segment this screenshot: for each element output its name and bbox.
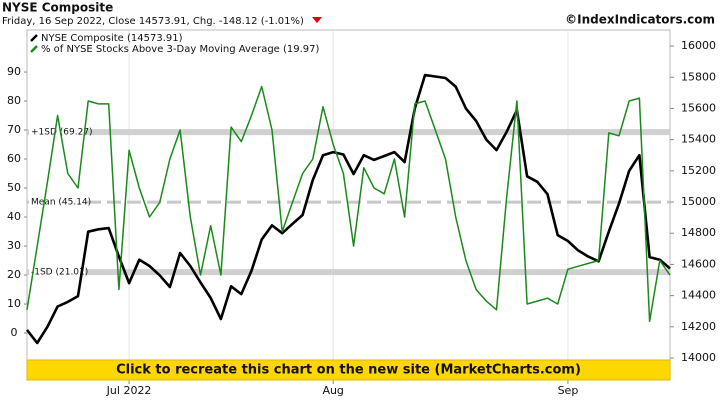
y2-tick-label: 15400 — [681, 133, 716, 146]
y-tick-label: 80 — [7, 94, 21, 107]
y-tick-label: 20 — [7, 268, 21, 281]
y-tick-label: 90 — [7, 65, 21, 78]
legend-swatch — [30, 45, 38, 53]
legend-label: % of NYSE Stocks Above 3-Day Moving Aver… — [41, 44, 320, 55]
chart-title: NYSE Composite — [2, 1, 113, 15]
y2-tick-label: 14800 — [681, 226, 716, 239]
x-tick-label: Sep — [558, 384, 579, 397]
y-tick-label: 40 — [7, 210, 21, 223]
y2-tick-label: 15600 — [681, 101, 716, 114]
y2-tick-label: 14400 — [681, 289, 716, 302]
banner — [26, 359, 671, 381]
y2-tick-label: 16000 — [681, 39, 716, 52]
legend-swatch — [30, 34, 38, 42]
series-line — [25, 73, 671, 345]
y-tick-label: 60 — [7, 152, 21, 165]
y-tick-label: 50 — [7, 181, 21, 194]
y2-tick-label: 14200 — [681, 320, 716, 333]
legend-label: NYSE Composite (14573.91) — [41, 33, 183, 44]
band-label: +1SD (69.27) — [31, 128, 93, 138]
y-tick-label: 30 — [7, 239, 21, 252]
band-label-bg — [29, 266, 85, 279]
y2-tick-label: 14600 — [681, 257, 716, 270]
x-tick-label: Jul 2022 — [106, 384, 152, 397]
banner-link[interactable]: Click to recreate this chart on the new … — [116, 363, 581, 378]
x-tick-label: Aug — [322, 384, 343, 397]
copyright: ©IndexIndicators.com — [565, 13, 715, 27]
band-label-bg — [29, 126, 85, 139]
y2-tick-label: 15000 — [681, 195, 716, 208]
series-line — [26, 85, 671, 323]
down-arrow — [312, 17, 322, 23]
y2-tick-label: 15200 — [681, 164, 716, 177]
y2-tick-label: 14000 — [681, 351, 716, 364]
y-tick-label: 70 — [7, 123, 21, 136]
plot-layer: Jul 2022 Aug Sep 0 10 20 30 40 50 60 70 80 90 14000 14… — [7, 30, 716, 397]
band-label: Mean (45.14) — [31, 198, 91, 208]
y-tick-label: 10 — [7, 297, 21, 310]
y2-tick-label: 15800 — [681, 70, 716, 83]
chart-subtitle: Friday, 16 Sep 2022, Close 14573.91, Chg… — [2, 16, 304, 27]
y-tick-label: 0 — [11, 326, 18, 339]
band-label: -1SD (21.01) — [31, 268, 88, 278]
